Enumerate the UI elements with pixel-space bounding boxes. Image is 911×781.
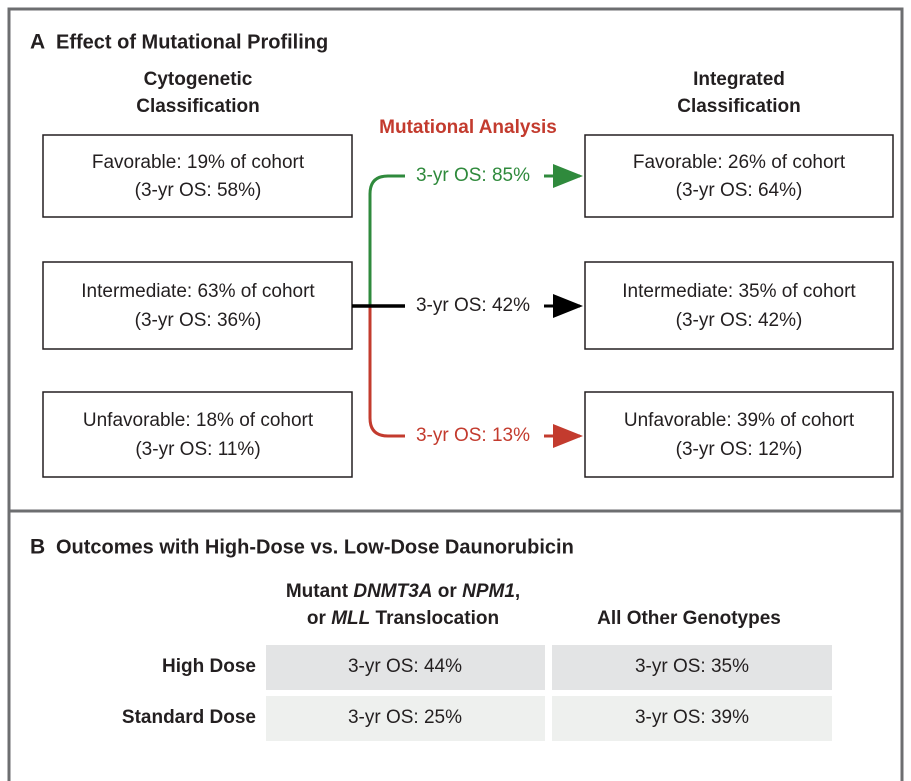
- header-segment: Mutant: [286, 581, 354, 602]
- box-text: Intermediate: 35% of cohort: [622, 281, 856, 302]
- row-label: High Dose: [162, 656, 256, 677]
- cell-text: 3-yr OS: 39%: [635, 707, 749, 728]
- class-box: [42, 391, 353, 478]
- cell: [266, 696, 545, 741]
- header-segment: NPM1: [462, 581, 515, 602]
- column-header: or MLL Translocation: [307, 608, 499, 629]
- column-header: Mutant DNMT3A or NPM1,: [286, 581, 520, 602]
- cell-text: 3-yr OS: 44%: [348, 656, 462, 677]
- row-label: Standard Dose: [122, 707, 256, 728]
- column-header: Integrated: [693, 69, 785, 90]
- column-header: Classification: [677, 96, 801, 117]
- class-box: [584, 261, 894, 350]
- cell: [552, 696, 832, 741]
- connector: [368, 174, 405, 306]
- connector: [368, 306, 405, 438]
- panel-title: Outcomes with High-Dose vs. Low-Dose Dau…: [56, 536, 574, 558]
- box-text: (3-yr OS: 64%): [676, 180, 803, 201]
- panel-label: B: [30, 536, 45, 559]
- class-box: [584, 391, 894, 478]
- column-header: All Other Genotypes: [597, 608, 781, 629]
- arrow-label: 3-yr OS: 13%: [416, 425, 530, 446]
- column-header: Classification: [136, 96, 260, 117]
- box-text: Favorable: 19% of cohort: [92, 152, 305, 173]
- cell: [266, 645, 545, 690]
- box-text: Unfavorable: 39% of cohort: [624, 410, 855, 431]
- box-text: Unfavorable: 18% of cohort: [83, 410, 314, 431]
- header-segment: ,: [515, 581, 520, 602]
- box-text: Favorable: 26% of cohort: [633, 152, 846, 173]
- cell-text: 3-yr OS: 35%: [635, 656, 749, 677]
- middle-header: Mutational Analysis: [379, 117, 557, 138]
- box-text: (3-yr OS: 58%): [135, 180, 262, 201]
- header-segment: MLL: [331, 608, 370, 629]
- header-segment: or: [307, 608, 331, 629]
- cell: [552, 645, 832, 690]
- box-text: (3-yr OS: 42%): [676, 310, 803, 331]
- class-box: [42, 261, 353, 350]
- class-box: [42, 134, 353, 218]
- column-header: Cytogenetic: [144, 69, 253, 90]
- class-box: [584, 134, 894, 218]
- header-segment: DNMT3A: [353, 581, 432, 602]
- header-segment: or: [433, 581, 463, 602]
- box-text: (3-yr OS: 36%): [135, 310, 262, 331]
- arrow-label: 3-yr OS: 42%: [416, 295, 530, 316]
- box-text: (3-yr OS: 12%): [676, 439, 803, 460]
- header-segment: Translocation: [370, 608, 499, 629]
- panel-title: Effect of Mutational Profiling: [56, 31, 328, 53]
- box-text: Intermediate: 63% of cohort: [81, 281, 315, 302]
- cell-text: 3-yr OS: 25%: [348, 707, 462, 728]
- frame: [7, 7, 904, 781]
- arrow-label: 3-yr OS: 85%: [416, 165, 530, 186]
- box-text: (3-yr OS: 11%): [135, 439, 260, 460]
- panel-label: A: [30, 31, 45, 54]
